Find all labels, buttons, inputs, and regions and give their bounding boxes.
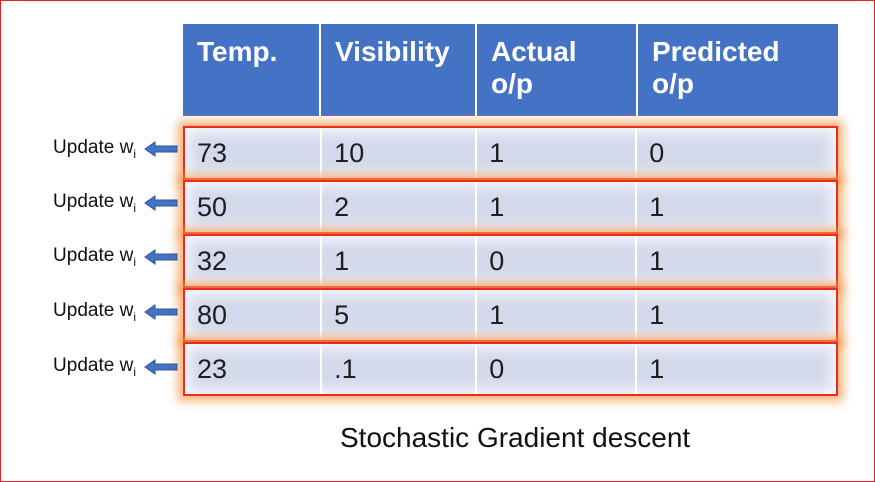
update-label-text: Update wi <box>53 245 136 269</box>
cell-temp: 23 <box>185 344 323 394</box>
cell-actual: 0 <box>477 236 638 286</box>
cell-actual: 1 <box>477 290 638 340</box>
left-arrow-icon <box>144 249 178 265</box>
header-visibility-label: Visibility <box>335 36 450 67</box>
cell-actual: 1 <box>477 128 638 178</box>
table-row: 23 .1 0 1 <box>183 342 838 396</box>
cell-actual: 1 <box>477 182 638 232</box>
cell-visibility: .1 <box>322 344 478 394</box>
update-label-text: Update wi <box>53 191 136 215</box>
cell-predicted: 1 <box>649 354 665 384</box>
cell-visibility: 2 <box>322 182 478 232</box>
header-temp-label: Temp. <box>197 36 278 67</box>
cell-predicted: 1 <box>649 192 665 222</box>
left-arrow-icon <box>144 359 178 375</box>
table-row: 50 2 1 1 <box>183 180 838 234</box>
cell-predicted: 1 <box>649 300 665 330</box>
update-weight-label: Update wi <box>0 134 178 164</box>
update-weight-label: Update wi <box>0 188 178 218</box>
diagram-caption: Stochastic Gradient descent <box>340 422 691 453</box>
header-actual-op: Actual o/p <box>477 24 638 116</box>
header-actual-label-line2: o/p <box>491 68 533 99</box>
header-predicted-label: Predicted <box>652 36 780 67</box>
cell-predicted: 1 <box>649 246 665 276</box>
update-weight-label: Update wi <box>0 242 178 272</box>
cell-temp: 32 <box>185 236 323 286</box>
update-label-text: Update wi <box>53 137 136 161</box>
update-weight-label: Update wi <box>0 352 178 382</box>
cell-visibility: 1 <box>322 236 478 286</box>
table-row: 80 5 1 1 <box>183 288 838 342</box>
cell-temp: 73 <box>185 128 323 178</box>
table-header-row: Temp. Visibility Actual o/p Predicted o/… <box>183 24 838 116</box>
update-label-text: Update wi <box>53 300 136 324</box>
table-row: 73 10 1 0 <box>183 126 838 180</box>
left-arrow-icon <box>144 195 178 211</box>
cell-visibility: 10 <box>322 128 478 178</box>
cell-visibility: 5 <box>322 290 478 340</box>
table-row: 32 1 0 1 <box>183 234 838 288</box>
data-table: Temp. Visibility Actual o/p Predicted o/… <box>183 24 838 396</box>
header-visibility: Visibility <box>321 24 477 116</box>
header-actual-label: Actual <box>491 36 577 67</box>
header-predicted-op: Predicted o/p <box>638 24 838 116</box>
header-temp: Temp. <box>183 24 321 116</box>
update-weight-label: Update wi <box>0 297 178 327</box>
cell-actual: 0 <box>477 344 638 394</box>
left-arrow-icon <box>144 304 178 320</box>
cell-predicted: 0 <box>649 138 665 168</box>
cell-temp: 80 <box>185 290 323 340</box>
update-label-text: Update wi <box>53 355 136 379</box>
cell-temp: 50 <box>185 182 323 232</box>
left-arrow-icon <box>144 141 178 157</box>
header-predicted-label-line2: o/p <box>652 68 694 99</box>
